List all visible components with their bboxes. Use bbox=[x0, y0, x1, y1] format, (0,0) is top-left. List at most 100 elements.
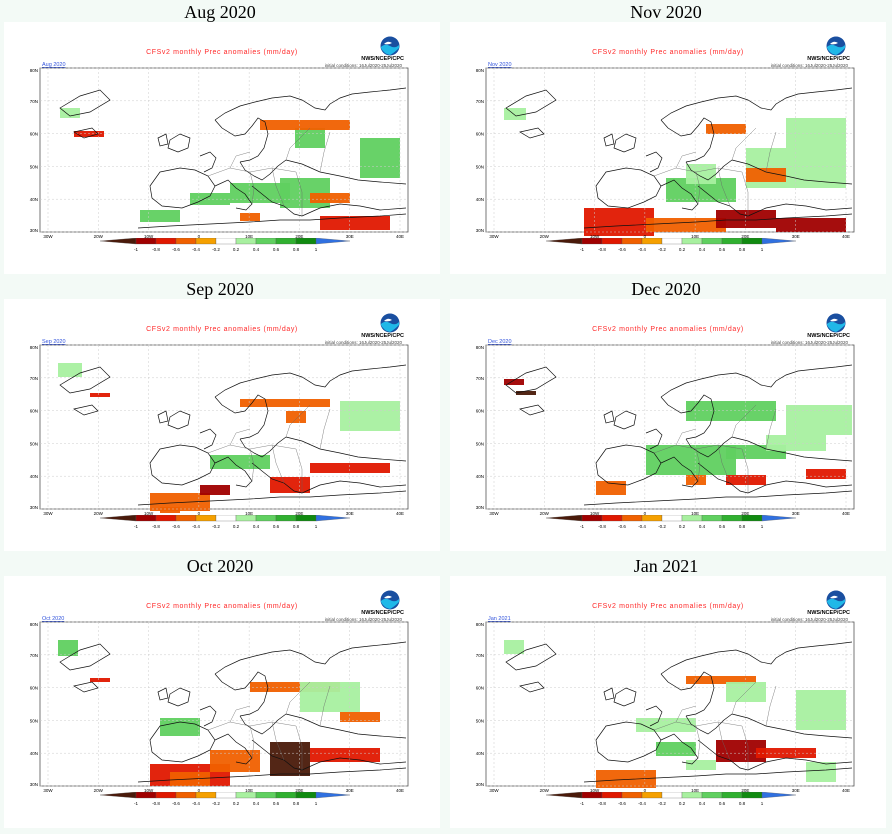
colorbar-tick: 0.8 bbox=[293, 247, 300, 252]
country-border bbox=[319, 408, 331, 450]
anomaly-region bbox=[300, 682, 360, 712]
coastline bbox=[199, 151, 217, 173]
colorbar-tick: -1 bbox=[134, 801, 138, 806]
colorbar-tick: 0.8 bbox=[293, 524, 300, 529]
colorbar-swatch bbox=[701, 792, 723, 799]
anomaly-region bbox=[90, 393, 110, 397]
map-month-label: Jan 2021 bbox=[488, 616, 511, 622]
panel-title: Aug 2020 bbox=[184, 2, 256, 22]
anomaly-region bbox=[286, 411, 306, 423]
lon-label: 20W bbox=[540, 788, 550, 793]
anomaly-region bbox=[340, 401, 400, 431]
anomaly-region bbox=[584, 208, 654, 236]
anomaly-region bbox=[295, 128, 325, 148]
colorbar-swatch bbox=[295, 515, 317, 522]
anomaly-region bbox=[60, 108, 80, 118]
colorbar-tick: 0.6 bbox=[719, 247, 726, 252]
country-border bbox=[731, 681, 757, 715]
colorbar-swatch bbox=[721, 238, 743, 245]
lon-label: 40E bbox=[842, 234, 850, 239]
anomaly-region bbox=[806, 762, 836, 782]
colorbar-tick: 0.8 bbox=[293, 801, 300, 806]
colorbar-tick: -1 bbox=[134, 247, 138, 252]
lon-label: 30E bbox=[346, 511, 354, 516]
country-border bbox=[271, 444, 285, 484]
map-plot: 80N 70N 60N 50N 40N 30N 30W 20W 10W 0 10E 20E 30E 40E bbox=[30, 344, 409, 516]
colorbar-tick: -0.4 bbox=[192, 801, 200, 806]
lon-label: 10E bbox=[245, 511, 253, 516]
colorbar-tick: -0.4 bbox=[638, 524, 646, 529]
lat-label: 80N bbox=[476, 345, 484, 350]
coastline bbox=[731, 713, 853, 739]
lat-label: 40N bbox=[476, 751, 484, 756]
coastline bbox=[613, 133, 637, 153]
colorbar-tick: -0.2 bbox=[212, 801, 220, 806]
country-border bbox=[271, 721, 285, 761]
anomaly-region bbox=[646, 218, 726, 232]
lat-label: 30N bbox=[30, 228, 38, 233]
colorbar-swatch bbox=[175, 238, 197, 245]
anomaly-region bbox=[686, 164, 716, 184]
panel-title: Sep 2020 bbox=[186, 279, 254, 299]
colorbar-swatch bbox=[195, 238, 217, 245]
country-border bbox=[695, 448, 701, 482]
lon-label: 40E bbox=[396, 788, 404, 793]
anomaly-region bbox=[686, 475, 706, 485]
anomaly-region bbox=[504, 379, 524, 385]
anomaly-region bbox=[746, 168, 786, 182]
colorbar-tick: 1 bbox=[315, 247, 318, 252]
map-card: CFSv2 monthly Prec anomalies (mm/day) NW… bbox=[4, 299, 440, 551]
coastline bbox=[137, 213, 407, 229]
lat-label: 60N bbox=[476, 409, 484, 414]
colorbar-swatch bbox=[275, 515, 297, 522]
colorbar-tick: 0.6 bbox=[719, 801, 726, 806]
country-border bbox=[741, 171, 749, 216]
country-border bbox=[319, 131, 331, 173]
colorbar-swatch bbox=[135, 792, 157, 799]
coastline bbox=[285, 436, 407, 462]
coastline bbox=[595, 721, 662, 763]
country-border bbox=[319, 685, 331, 727]
colorbar-tick: 0.8 bbox=[739, 247, 746, 252]
country-border bbox=[695, 171, 701, 205]
lon-label: 10W bbox=[590, 234, 600, 239]
panel-title: Oct 2020 bbox=[186, 556, 254, 576]
anomaly-region bbox=[250, 682, 340, 692]
colorbar-tick: -0.2 bbox=[212, 247, 220, 252]
colorbar-swatch bbox=[275, 238, 297, 245]
lon-label: 0 bbox=[198, 511, 201, 516]
coastline bbox=[645, 705, 663, 727]
anomaly-region bbox=[786, 118, 846, 148]
map-card: CFSv2 monthly Prec anomalies (mm/day) NW… bbox=[450, 22, 886, 274]
coastline bbox=[167, 133, 191, 153]
anomaly-region bbox=[504, 108, 526, 120]
lat-label: 60N bbox=[30, 132, 38, 137]
country-border bbox=[295, 448, 303, 493]
lon-label: 10E bbox=[245, 234, 253, 239]
lon-label: 10W bbox=[590, 511, 600, 516]
colorbar-tick: 0.6 bbox=[273, 801, 280, 806]
panel-title: Nov 2020 bbox=[630, 2, 702, 22]
colorbar-swatch bbox=[155, 792, 177, 799]
lat-label: 60N bbox=[476, 686, 484, 691]
anomaly-region bbox=[340, 712, 380, 722]
colorbar-tick: -1 bbox=[580, 801, 584, 806]
coastline bbox=[685, 436, 733, 458]
colorbar-tick: -0.6 bbox=[618, 524, 626, 529]
colorbar: -1 -0.8 -0.6 -0.4 -0.2 0.2 0.4 0.6 0.8 1 bbox=[546, 238, 797, 252]
coastline bbox=[73, 404, 99, 416]
colorbar-tick: -0.8 bbox=[152, 247, 160, 252]
coastline bbox=[613, 410, 637, 430]
coastline bbox=[583, 213, 853, 229]
coastline bbox=[583, 767, 853, 783]
noaa-logo-icon bbox=[826, 36, 846, 56]
coastline bbox=[505, 643, 557, 671]
colorbar-swatch bbox=[621, 238, 643, 245]
coastline bbox=[239, 436, 287, 458]
org-label: NWS/NCEP/CPC bbox=[807, 610, 850, 616]
anomaly-region bbox=[230, 183, 290, 203]
coastline bbox=[603, 410, 615, 424]
coastline bbox=[301, 480, 407, 494]
colorbar-swatch bbox=[621, 792, 643, 799]
coastline bbox=[660, 394, 715, 440]
